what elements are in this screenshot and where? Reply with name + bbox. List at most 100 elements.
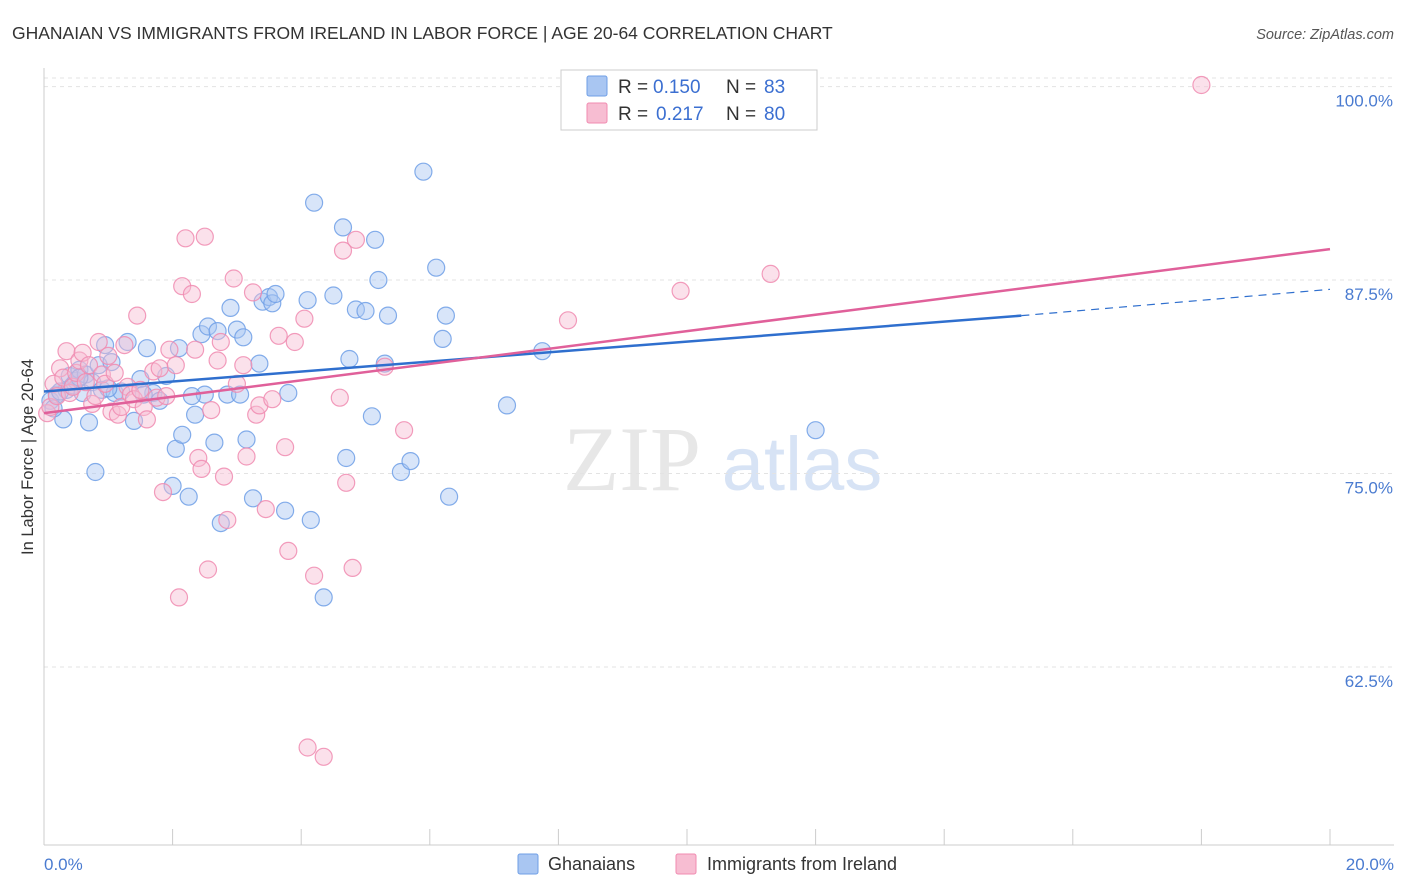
data-point (263, 390, 282, 409)
data-point (118, 332, 137, 352)
x-tick-label-min: 0.0% (44, 855, 83, 874)
series-points-ghanaians (41, 162, 825, 607)
data-point (202, 401, 221, 420)
data-point (250, 354, 269, 373)
data-point (369, 270, 388, 290)
data-point (173, 277, 192, 296)
data-point (137, 410, 156, 429)
data-point (79, 413, 99, 432)
data-point (243, 283, 263, 302)
data-point (115, 336, 134, 355)
trend-line-ireland (43, 247, 1331, 415)
y-tick-label: 62.5% (1345, 672, 1393, 691)
data-point (279, 541, 298, 561)
data-point (314, 588, 333, 607)
data-point (343, 558, 362, 578)
data-point (806, 421, 825, 440)
data-point (86, 462, 105, 482)
legend-n-label-ireland: N = (726, 104, 756, 125)
data-point (205, 433, 224, 452)
data-point (330, 388, 349, 407)
legend-swatch-ireland (586, 102, 608, 124)
data-point (324, 286, 343, 305)
data-point (761, 264, 780, 283)
data-point (179, 487, 198, 506)
data-point (192, 459, 211, 478)
data-point (295, 309, 314, 328)
data-point (234, 356, 253, 375)
scatter-points (38, 75, 1211, 766)
data-point (89, 332, 108, 352)
data-point (208, 322, 227, 341)
trend-line-ghanaians (43, 314, 1022, 393)
data-point (497, 396, 517, 415)
zipatlas-watermark: ZIP atlas (563, 408, 882, 510)
data-point (305, 566, 324, 585)
data-point (99, 346, 118, 365)
data-point (237, 430, 256, 449)
data-point (340, 349, 359, 369)
x-tick-label-max: 20.0% (1346, 855, 1394, 874)
y-axis-label: In Labor Force | Age 20-64 (19, 359, 37, 555)
data-point (163, 476, 182, 495)
legend-r-label-ireland: R = (618, 104, 648, 125)
data-point (279, 383, 298, 403)
data-point (57, 342, 76, 361)
data-point (346, 300, 365, 319)
legend-r-label-ghanaians: R = (618, 77, 648, 98)
data-point (356, 301, 375, 321)
data-point (333, 218, 353, 237)
data-point (198, 317, 218, 336)
data-point (176, 229, 195, 248)
data-point (105, 363, 124, 382)
data-point (173, 425, 192, 444)
data-point (256, 500, 275, 519)
y-tick-labels: 100.0% 87.5% 75.0% 62.5% (1335, 92, 1393, 691)
trend-line-extension-ghanaians (1021, 288, 1331, 317)
data-point (166, 356, 185, 375)
data-point (153, 483, 173, 502)
y-tick-label: 75.0% (1345, 479, 1393, 498)
data-point (440, 487, 459, 506)
data-point (305, 193, 324, 212)
data-point (436, 306, 455, 325)
data-point (414, 162, 433, 181)
watermark-zip: ZIP (563, 408, 701, 510)
data-point (150, 359, 169, 378)
data-point (195, 227, 214, 246)
data-point (160, 340, 179, 359)
series-legend-swatch-ghanaians (517, 853, 539, 875)
series-legend-swatch-ireland (675, 853, 697, 875)
data-point (285, 332, 304, 352)
data-point (362, 407, 381, 426)
data-point (211, 332, 230, 352)
data-point (224, 269, 243, 288)
legend-swatch-ghanaians (586, 75, 608, 97)
data-point (79, 356, 99, 375)
data-point (221, 298, 240, 317)
data-point (182, 284, 201, 304)
data-point (237, 447, 256, 466)
data-point (186, 340, 205, 359)
data-point (269, 326, 288, 345)
legend-r-value-ireland: 0.217 (656, 104, 704, 125)
watermark-atlas: atlas (722, 422, 883, 507)
axes (43, 68, 1394, 846)
data-point (218, 510, 237, 530)
legend-n-value-ireland: 80 (764, 104, 785, 125)
data-point (433, 329, 452, 348)
data-point (301, 510, 320, 530)
legend-n-label-ghanaians: N = (726, 77, 756, 98)
data-point (189, 448, 208, 468)
y-tick-label: 100.0% (1335, 92, 1393, 111)
x-tick-labels: 0.0% 20.0% (44, 855, 1394, 874)
data-point (427, 258, 446, 277)
data-point (401, 452, 420, 471)
data-point (337, 448, 356, 468)
data-point (395, 421, 414, 440)
data-point (378, 306, 398, 325)
series-legend-label-ghanaians: Ghanaians (548, 854, 635, 874)
data-point (186, 405, 205, 424)
data-point (208, 351, 227, 370)
